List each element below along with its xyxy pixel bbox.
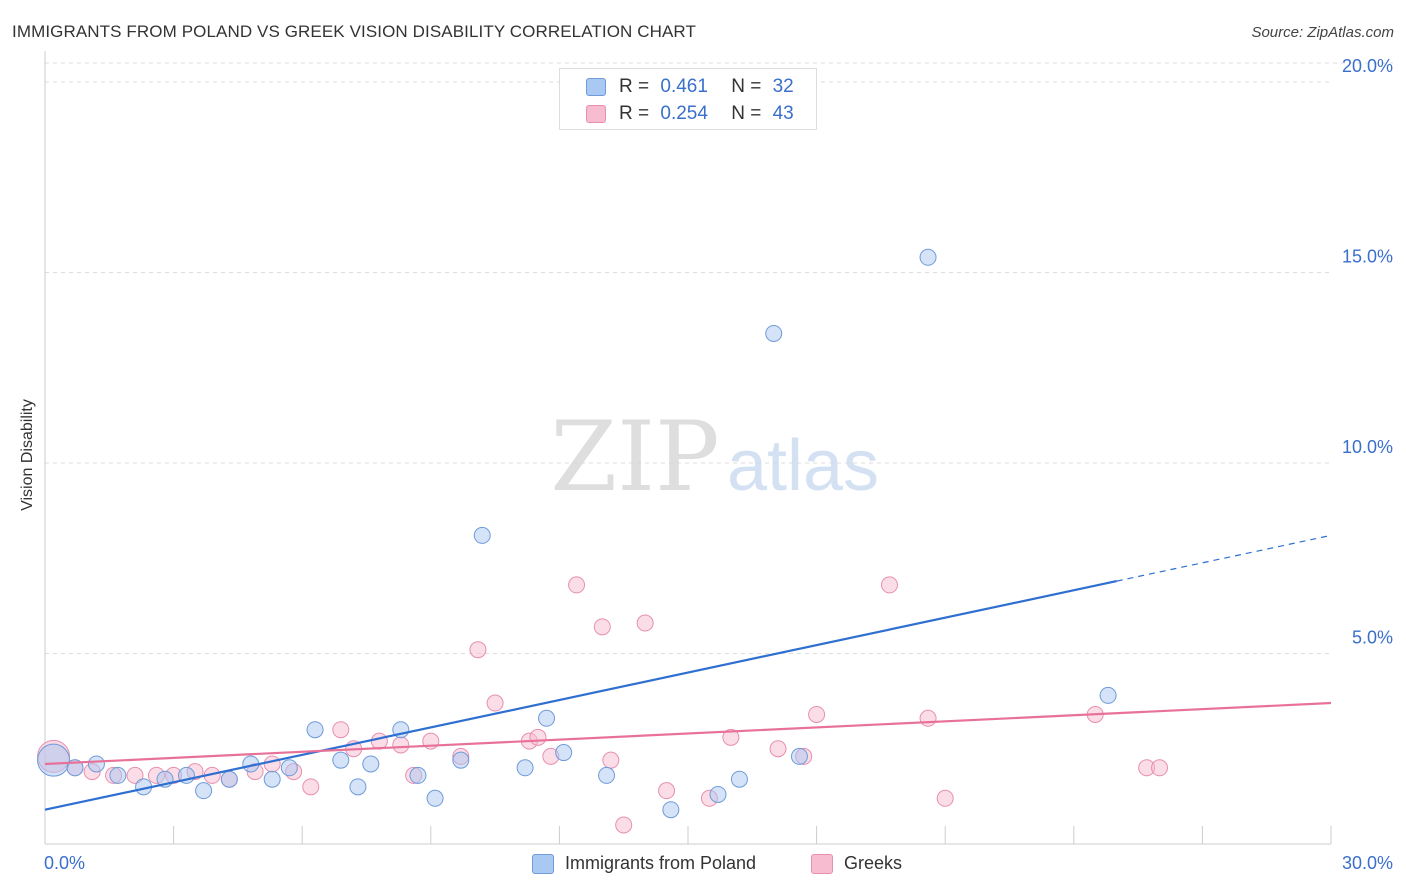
greeks-point [302, 778, 320, 796]
greeks-point [469, 641, 487, 659]
poland-swatch [586, 78, 606, 96]
greeks-point [486, 694, 504, 712]
watermark-zip: ZIP [550, 401, 719, 513]
greeks-point [126, 766, 144, 784]
greeks-point [658, 782, 676, 800]
x-tick-label-max: 30.0% [1342, 853, 1393, 873]
poland-point [426, 789, 444, 807]
greeks-point [769, 740, 787, 758]
y-tick-label: 20.0% [1342, 56, 1393, 76]
greeks-point [880, 576, 898, 594]
legend-poland-label: Immigrants from Poland [565, 853, 757, 873]
poland-point [598, 766, 616, 784]
legend-greeks-label: Greeks [844, 853, 903, 873]
poland-point [473, 526, 491, 544]
poland-r-value: 0.461 [660, 76, 708, 97]
greeks-point [263, 755, 281, 773]
y-tick-label: 15.0% [1342, 247, 1393, 267]
poland-point [452, 751, 470, 769]
poland-point [362, 755, 380, 773]
greeks-n-label: N = [731, 103, 762, 124]
poland-point [790, 747, 808, 765]
poland-point [280, 759, 298, 777]
trend-lines [44, 534, 1332, 811]
x-tick-label-min: 0.0% [44, 853, 85, 873]
stats-legend: R = 0.461 N = 32 R = 0.254 N = 43 [559, 68, 817, 130]
greeks-trend-line [44, 701, 1332, 766]
greeks-r-label: R = [619, 103, 650, 124]
greeks-swatch [586, 105, 606, 123]
y-tick-label: 5.0% [1352, 628, 1393, 648]
poland-point [37, 743, 71, 777]
greeks-point [636, 614, 654, 632]
poland-r-label: R = [619, 76, 650, 97]
greeks-point [722, 728, 740, 746]
source-credit: Source: ZipAtlas.com [1251, 24, 1394, 41]
greeks-point [332, 721, 350, 739]
poland-point [349, 778, 367, 796]
chart-title: IMMIGRANTS FROM POLAND VS GREEK VISION D… [12, 22, 696, 41]
poland-trend-extension [1116, 534, 1332, 582]
greeks-point [593, 618, 611, 636]
poland-point [919, 248, 937, 266]
greeks-r-value: 0.254 [660, 103, 708, 124]
poland-trend-line [44, 580, 1117, 811]
poland-point [765, 324, 783, 342]
legend-poland-swatch [532, 854, 554, 874]
greeks-point [936, 789, 954, 807]
greeks-point [808, 705, 826, 723]
grid-lines [45, 62, 1393, 654]
greeks-point [529, 728, 547, 746]
poland-point [87, 755, 105, 773]
y-tick-label: 10.0% [1342, 437, 1393, 457]
series-legend: Immigrants from Poland Greeks [0, 852, 1406, 878]
poland-point [306, 721, 324, 739]
poland-point [109, 766, 127, 784]
poland-point [263, 770, 281, 788]
poland-point [409, 766, 427, 784]
greeks-point [568, 576, 586, 594]
poland-point [709, 785, 727, 803]
poland-point [555, 744, 573, 762]
greeks-point [392, 736, 410, 754]
poland-point [220, 770, 238, 788]
y-axis-label: Vision Disability [19, 399, 36, 511]
tick-labels: 5.0% 10.0% 15.0% 20.0% 0.0% 30.0% [44, 56, 1393, 873]
greeks-point [370, 732, 388, 750]
greeks-point [615, 816, 633, 834]
poland-n-value: 32 [772, 76, 794, 97]
poland-point [730, 770, 748, 788]
poland-point [538, 709, 556, 727]
poland-point [1099, 686, 1117, 704]
legend-greeks-swatch [811, 854, 833, 874]
poland-point [516, 759, 534, 777]
watermark-atlas: atlas [727, 426, 879, 506]
poland-point [332, 751, 350, 769]
poland-point [662, 801, 680, 819]
poland-point [195, 782, 213, 800]
poland-points [37, 248, 1117, 819]
axes [44, 50, 1332, 845]
poland-n-label: N = [731, 76, 762, 97]
greeks-point [602, 751, 620, 769]
greeks-point [1151, 759, 1169, 777]
greeks-point [919, 709, 937, 727]
greeks-n-value: 43 [772, 103, 794, 124]
